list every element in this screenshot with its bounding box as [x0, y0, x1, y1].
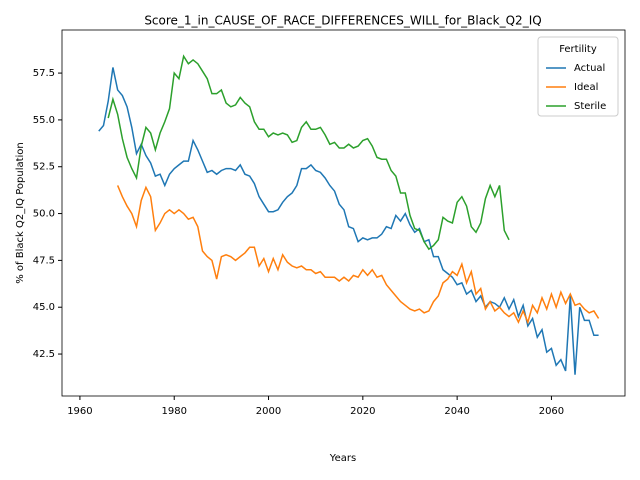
- series-line: [116, 185, 600, 325]
- series-line: [107, 54, 510, 251]
- legend-label: Ideal: [574, 82, 598, 93]
- y-tick-label: 55.0: [33, 115, 55, 126]
- y-tick-label: 52.5: [33, 162, 55, 173]
- y-tick-label: 57.5: [33, 68, 55, 79]
- y-axis-label: % of Black Q2_IQ Population: [15, 142, 26, 284]
- legend-label: Actual: [574, 63, 605, 74]
- x-tick-label: 2000: [256, 406, 281, 417]
- series-line: [98, 67, 599, 375]
- x-axis-label: Years: [329, 453, 356, 464]
- legend-title: Fertility: [559, 44, 597, 55]
- y-tick-label: 47.5: [33, 255, 55, 266]
- legend-label: Sterile: [574, 101, 606, 112]
- x-tick-label: 2020: [350, 406, 375, 417]
- x-tick-label: 2040: [444, 406, 469, 417]
- y-tick-label: 42.5: [33, 349, 55, 360]
- x-tick-label: 1980: [161, 406, 186, 417]
- x-tick-label: 2060: [539, 406, 564, 417]
- y-tick-label: 45.0: [33, 302, 55, 313]
- y-tick-label: 50.0: [33, 209, 55, 220]
- legend: Fertility Actual Ideal Sterile: [537, 36, 619, 117]
- plot-frame: [61, 29, 626, 397]
- chart-title: Score_1_in_CAUSE_OF_RACE_DIFFERENCES_WIL…: [144, 14, 541, 28]
- legend-box: [537, 36, 619, 117]
- x-tick-label: 1960: [67, 406, 92, 417]
